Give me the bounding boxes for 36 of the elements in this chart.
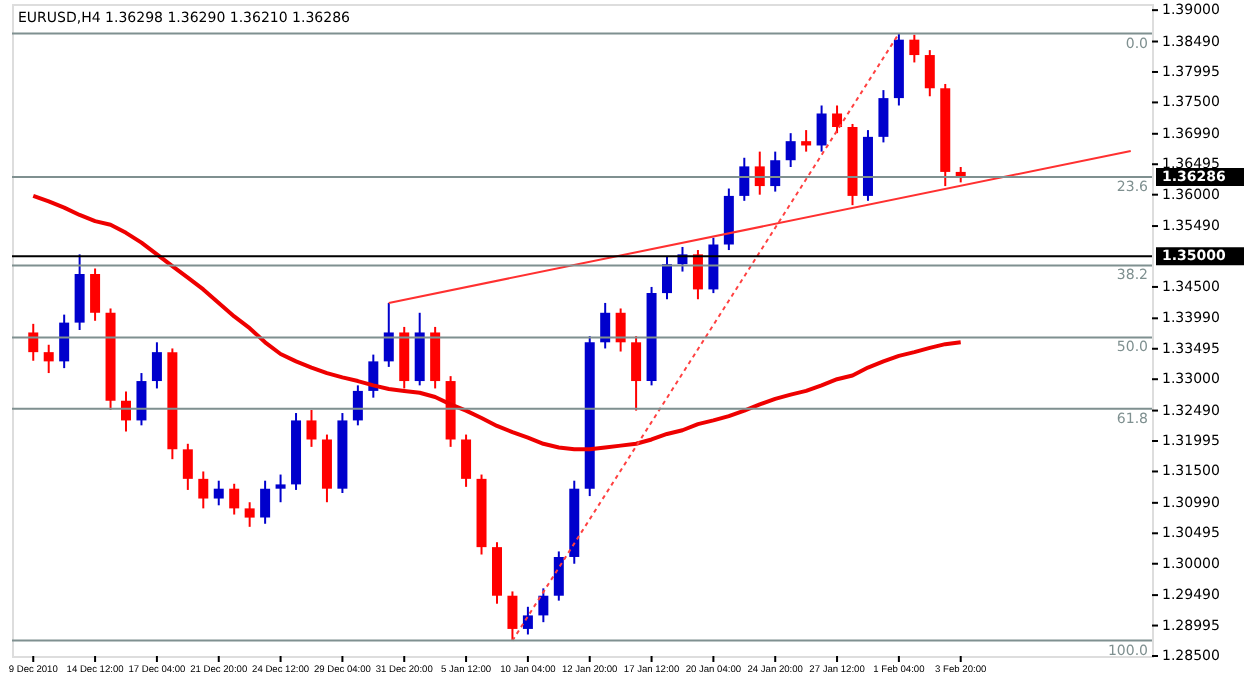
candlestick bbox=[352, 384, 363, 427]
candlestick bbox=[522, 605, 533, 636]
candlestick bbox=[507, 590, 518, 642]
candlestick bbox=[832, 104, 843, 135]
candlestick bbox=[878, 89, 889, 144]
candlestick bbox=[924, 49, 935, 98]
candlestick bbox=[615, 307, 626, 353]
candlestick bbox=[770, 150, 781, 193]
candlestick bbox=[229, 482, 240, 516]
candlestick bbox=[244, 501, 255, 528]
candlestick bbox=[59, 313, 70, 370]
candlestick bbox=[28, 322, 39, 362]
candlestick bbox=[260, 479, 271, 525]
line-series bbox=[31, 193, 963, 452]
candlestick bbox=[213, 479, 224, 507]
candlestick bbox=[182, 442, 193, 491]
candlestick bbox=[306, 408, 317, 448]
candlestick bbox=[739, 156, 750, 202]
candlestick bbox=[43, 343, 54, 375]
candlestick bbox=[754, 150, 765, 196]
candlestick bbox=[816, 104, 827, 153]
candlestick bbox=[631, 335, 642, 412]
candlestick bbox=[151, 341, 162, 390]
candlestick bbox=[383, 301, 394, 368]
candlestick bbox=[909, 33, 920, 64]
candlestick bbox=[600, 301, 611, 350]
candlestick bbox=[136, 372, 147, 427]
candlestick bbox=[662, 255, 673, 301]
candlestick bbox=[90, 267, 101, 322]
candlestick bbox=[553, 550, 564, 602]
candlestick bbox=[801, 129, 812, 153]
candlestick bbox=[461, 433, 472, 488]
candlestick bbox=[785, 132, 796, 168]
candlestick bbox=[198, 470, 209, 510]
candlestick bbox=[275, 473, 286, 504]
candlestick bbox=[538, 587, 549, 624]
